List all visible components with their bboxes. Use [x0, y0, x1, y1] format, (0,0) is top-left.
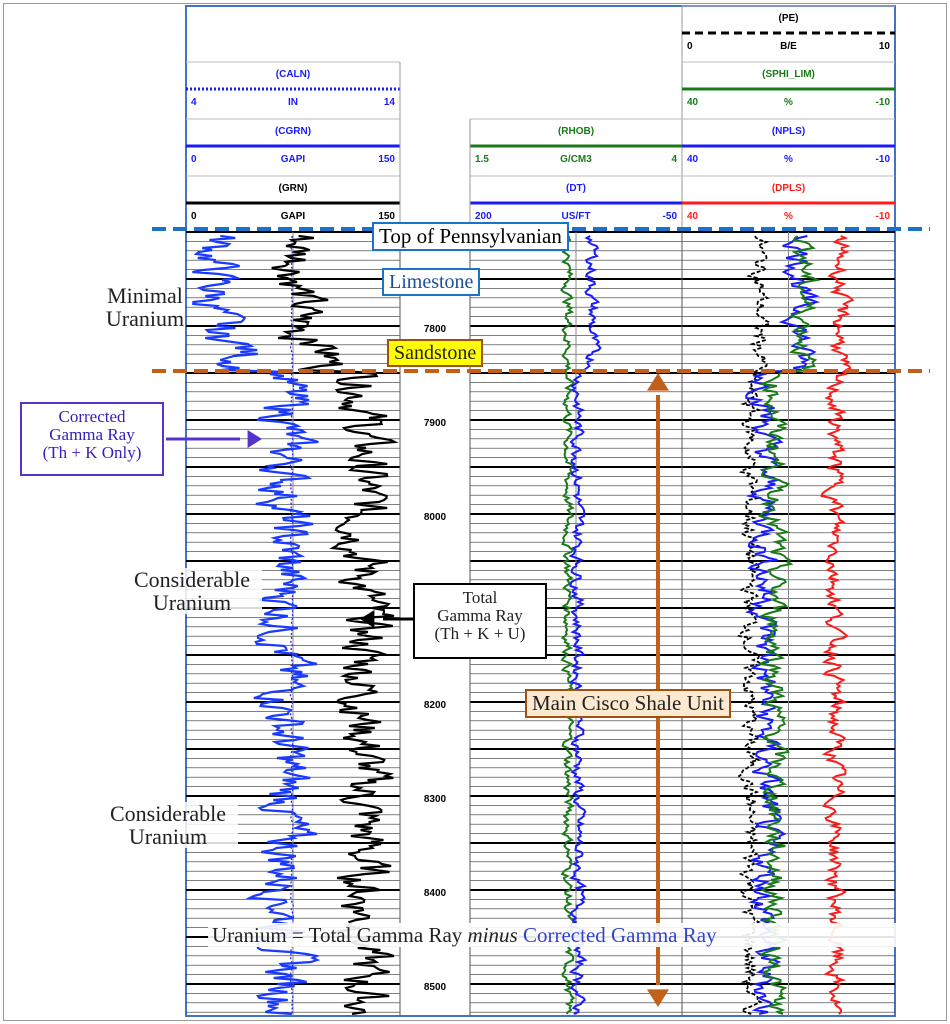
main-cisco-shale-label: Main Cisco Shale Unit — [525, 689, 731, 718]
curve-max-t2-0: 4 — [671, 154, 677, 165]
curve-max-t3-2: -10 — [876, 154, 891, 165]
curve-unit-t1-0: IN — [288, 97, 298, 108]
curve-max-t3-1: -10 — [876, 97, 891, 108]
curve-unit-t2-1: US/FT — [562, 211, 591, 222]
dpls-curve — [820, 235, 855, 1015]
curve-name-t3-2: (NPLS) — [772, 126, 805, 137]
curve-max-t1-2: 150 — [378, 211, 395, 222]
limestone-label: Limestone — [382, 268, 481, 296]
cisco-arrow-head-up — [647, 373, 669, 391]
curve-unit-t3-1: % — [784, 97, 793, 108]
curve-min-t2-1: 200 — [475, 211, 492, 222]
pe-curve — [737, 235, 771, 1015]
curve-unit-t3-3: % — [784, 211, 793, 222]
top-of-pennsylvanian-label: Top of Pennsylvanian — [372, 222, 569, 251]
minimal-uranium-label: Minimal Uranium — [105, 283, 185, 332]
considerable-uranium-label-1: Considerable Uranium — [122, 568, 262, 614]
uranium-equation: Uranium = Total Gamma Ray minus Correcte… — [208, 923, 896, 948]
depth-label-8200: 8200 — [424, 700, 447, 711]
curve-min-t3-2: 40 — [687, 154, 699, 165]
curve-unit-t3-2: % — [784, 154, 793, 165]
sphi-lim-curve — [756, 235, 821, 1015]
total-gamma-ray-label: Total Gamma Ray (Th + K + U) — [413, 583, 547, 659]
curve-name-t3-1: (SPHI_LIM) — [762, 69, 815, 80]
grn-curve — [271, 234, 399, 1016]
sandstone-label: Sandstone — [387, 339, 484, 367]
curve-min-t3-0: 0 — [687, 41, 693, 52]
curve-min-t1-2: 0 — [191, 211, 197, 222]
curve-min-t1-1: 0 — [191, 154, 197, 165]
curve-max-t3-3: -10 — [876, 211, 891, 222]
considerable-uranium-label-2: Considerable Uranium — [98, 802, 238, 848]
curve-min-t2-0: 1.5 — [475, 154, 489, 165]
curve-max-t2-1: -50 — [663, 211, 678, 222]
rhob-curve — [560, 235, 576, 1015]
curve-name-t3-0: (PE) — [779, 13, 799, 24]
depth-label-7800: 7800 — [424, 324, 447, 335]
curve-min-t1-0: 4 — [191, 97, 197, 108]
curve-max-t3-0: 10 — [879, 41, 891, 52]
curve-name-t3-3: (DPLS) — [772, 183, 805, 194]
curve-unit-t2-0: G/CM3 — [560, 154, 592, 165]
curve-max-t1-0: 14 — [384, 97, 396, 108]
depth-label-8000: 8000 — [424, 512, 447, 523]
curve-min-t3-3: 40 — [687, 211, 699, 222]
cgrn-curve — [192, 234, 321, 1016]
curve-unit-t1-1: GAPI — [281, 154, 306, 165]
depth-label-7900: 7900 — [424, 418, 447, 429]
curve-unit-t3-0: B/E — [780, 41, 797, 52]
curve-name-t1-2: (GRN) — [279, 183, 308, 194]
figure-frame — [3, 3, 947, 1021]
curve-name-t2-1: (DT) — [566, 183, 586, 194]
depth-label-8500: 8500 — [424, 982, 447, 993]
curve-max-t1-1: 150 — [378, 154, 395, 165]
total-gr-arrow-head — [360, 610, 375, 628]
curve-unit-t1-2: GAPI — [281, 211, 306, 222]
dt-curve — [568, 235, 602, 1015]
curve-name-t1-0: (CALN) — [276, 69, 310, 80]
depth-label-8300: 8300 — [424, 794, 447, 805]
depth-label-8400: 8400 — [424, 888, 447, 899]
corrected-gamma-ray-label: Corrected Gamma Ray (Th + K Only) — [20, 402, 164, 476]
curve-name-t2-0: (RHOB) — [558, 126, 594, 137]
curve-name-t1-1: (CGRN) — [275, 126, 311, 137]
curve-min-t3-1: 40 — [687, 97, 699, 108]
corrected-gr-arrow-head — [247, 430, 262, 448]
cisco-arrow-head-down — [647, 989, 669, 1007]
